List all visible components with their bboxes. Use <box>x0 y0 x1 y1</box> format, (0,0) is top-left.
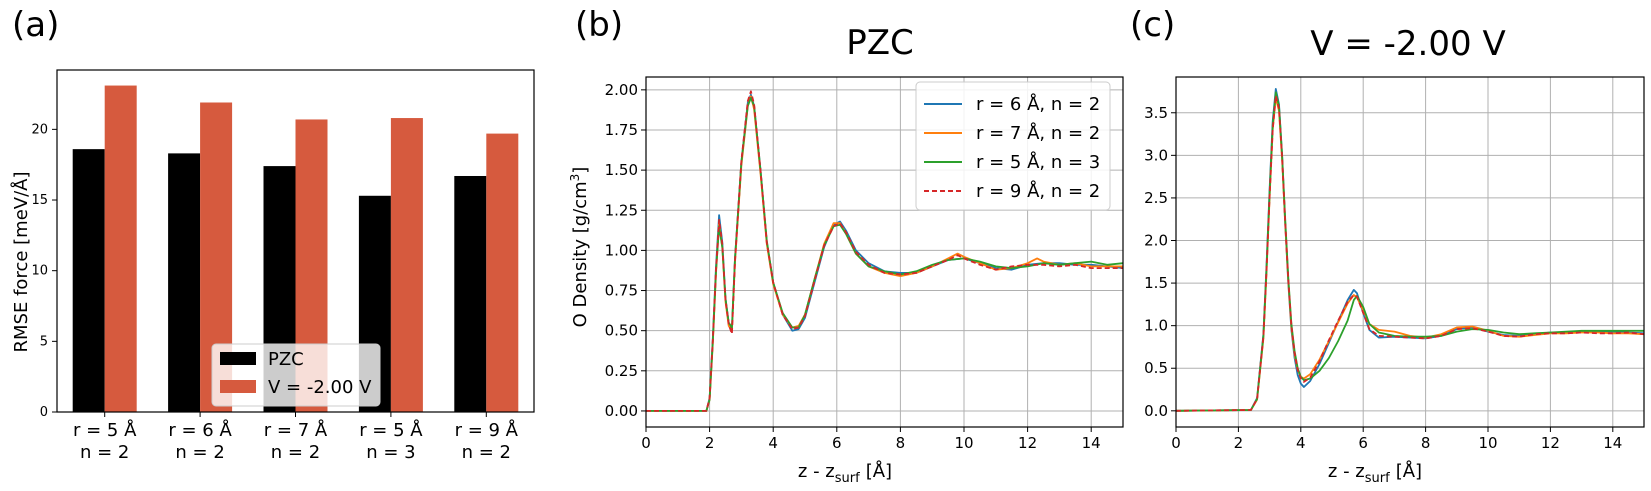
x-tick-label: 2 <box>1234 434 1244 452</box>
bar-v2-4 <box>390 118 423 412</box>
panel-c-xlabel-sub: surf <box>1365 471 1390 486</box>
legend-swatch <box>220 352 256 365</box>
x-tick-label: 12 <box>1541 434 1560 452</box>
x-tick-label: n = 3 <box>366 442 415 463</box>
y-tick-label: 3.5 <box>1144 104 1168 122</box>
legend-label: V = -2.00 V <box>268 377 372 398</box>
panel-c-title: V = -2.00 V <box>1310 24 1505 64</box>
y-tick-label: 0.0 <box>1144 402 1168 420</box>
y-tick-label: 0.00 <box>605 402 638 420</box>
y-tick-label: 20 <box>31 122 48 137</box>
legend-label: PZC <box>268 349 304 370</box>
y-tick-label: 2.00 <box>605 81 638 99</box>
y-tick-label: 1.00 <box>605 241 638 259</box>
y-tick-label: 0.5 <box>1144 359 1168 377</box>
x-tick-label: 0 <box>1171 434 1181 452</box>
legend-label: r = 5 Å, n = 3 <box>976 151 1100 173</box>
legend: r = 6 Å, n = 2 r = 7 Å, n = 2 r = 5 Å, n =… <box>915 81 1111 211</box>
y-tick-label: 15 <box>31 193 48 208</box>
y-tick-label: 0.50 <box>605 322 638 340</box>
y-tick-label: 5 <box>40 334 48 349</box>
plot-frame <box>1175 76 1645 428</box>
y-tick-label: 2.5 <box>1144 189 1168 207</box>
x-tick-label: 4 <box>768 434 778 452</box>
series-line-4 <box>1176 94 1644 412</box>
y-tick-label: 1.5 <box>1144 274 1168 292</box>
plot-frame <box>56 69 535 413</box>
x-tick-label: n = 2 <box>462 442 511 463</box>
y-tick-label: 1.0 <box>1144 317 1168 335</box>
legend-label: r = 9 Å, n = 2 <box>976 180 1100 202</box>
y-tick-label: 0.75 <box>605 282 638 300</box>
panel-b-xlabel-main: z - z <box>798 461 835 482</box>
panel-b-ylabel-sup: 3 <box>568 174 582 182</box>
legend-label: r = 7 Å, n = 2 <box>976 122 1100 144</box>
series-group <box>646 90 1123 412</box>
bar-pzc-5 <box>454 175 487 412</box>
x-tick-label: 6 <box>1358 434 1368 452</box>
panel-b-ylabel-end: ] <box>570 167 591 174</box>
x-tick-label: r = 9 Å <box>455 419 519 441</box>
x-tick-label: r = 5 Å <box>359 419 423 441</box>
panel-b-xlabel-sub: surf <box>835 471 860 486</box>
bar-v2-5 <box>486 133 519 413</box>
x-tick-label: n = 2 <box>271 442 320 463</box>
x-tick-label: 0 <box>641 434 651 452</box>
plot-frame <box>645 76 1124 428</box>
x-tick-label: 10 <box>954 434 973 452</box>
x-tick-label: r = 5 Å <box>73 419 137 441</box>
x-tick-label: 4 <box>1296 434 1306 452</box>
legend-box <box>915 81 1111 211</box>
x-tick-label: n = 2 <box>80 442 129 463</box>
panel-c-tag: (c) <box>1130 5 1175 45</box>
panel-c-xlabel-unit: [Å] <box>1396 460 1422 482</box>
series-line-1 <box>1176 88 1644 412</box>
x-tick-label: n = 2 <box>175 442 224 463</box>
y-tick-label: 2.0 <box>1144 232 1168 250</box>
panel-a-ylabel: RMSE force [meV/Å] <box>10 172 32 353</box>
y-tick-label: 1.75 <box>605 121 638 139</box>
x-tick-label: 14 <box>1082 434 1101 452</box>
x-tick-label: 12 <box>1018 434 1037 452</box>
x-tick-label: r = 6 Å <box>168 419 232 441</box>
x-tick-label: 8 <box>896 434 906 452</box>
legend: PZC V = -2.00 V <box>211 343 381 407</box>
panel-b-title: PZC <box>846 23 914 63</box>
y-tick-label: 1.25 <box>605 201 638 219</box>
x-tick-label: 14 <box>1603 434 1622 452</box>
bar-chart-rmse: r = 5 Ån = 2r = 6 Ån = 2r = 7 Ån = 2r = … <box>31 69 535 463</box>
panel-b-ylabel-main: O Density [g/cm <box>570 181 591 327</box>
bar-v2-1 <box>104 85 137 412</box>
panel-a-tag: (a) <box>12 5 59 45</box>
series-line-2 <box>1176 96 1644 412</box>
legend-swatch <box>220 380 256 393</box>
x-tick-label: 2 <box>705 434 715 452</box>
bar-pzc-1 <box>72 149 105 412</box>
line-chart-v2: 0 2 4 6 8 10 12 14 0.0 0.5 1.0 1.5 2.0 2.5 3.0 3.5 <box>1144 76 1645 452</box>
series-line-3 <box>1176 91 1644 412</box>
x-tick-label: r = 7 Å <box>264 419 328 441</box>
y-tick-label: 0 <box>40 405 48 420</box>
panel-b-xlabel-unit: [Å] <box>866 460 892 482</box>
panel-c-xlabel-main: z - z <box>1328 461 1365 482</box>
panel-b-ylabel: O Density [g/cm3] <box>568 167 591 328</box>
legend-label: r = 6 Å, n = 2 <box>976 93 1100 115</box>
x-tick-label: 8 <box>1421 434 1431 452</box>
x-tick-label: 6 <box>832 434 842 452</box>
panel-c-xlabel: z - zsurf [Å] <box>1328 460 1422 486</box>
x-tick-label: 10 <box>1478 434 1497 452</box>
panel-b-tag: (b) <box>575 5 623 45</box>
bar-pzc-2 <box>168 153 201 412</box>
series-group <box>1176 88 1644 412</box>
y-tick-label: 3.0 <box>1144 146 1168 164</box>
y-tick-label: 10 <box>31 264 48 279</box>
panel-b-xlabel: z - zsurf [Å] <box>798 460 892 486</box>
y-tick-label: 1.50 <box>605 161 638 179</box>
line-chart-pzc: 0 2 4 6 8 10 12 14 0.00 0.25 0.50 0.75 1.00 1.25 1.50 1… <box>605 76 1124 452</box>
series-line-4 <box>646 90 1123 412</box>
y-tick-label: 0.25 <box>605 362 638 380</box>
